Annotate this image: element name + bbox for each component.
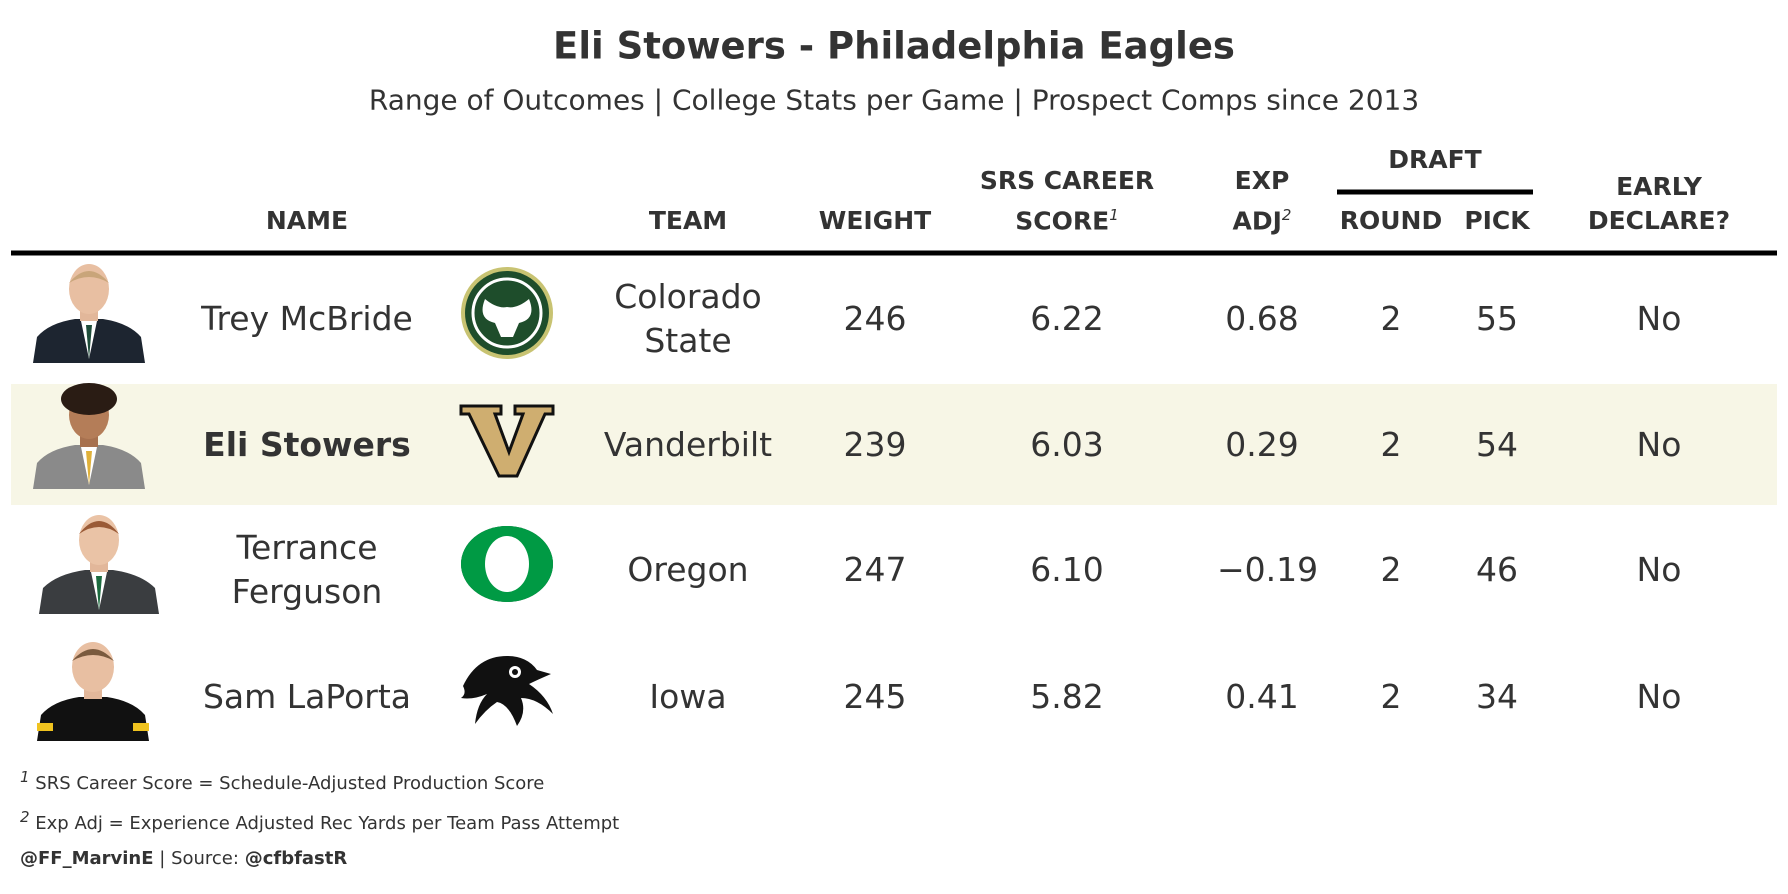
table-cell: 0.41 (1225, 677, 1299, 716)
team-logo (459, 404, 555, 478)
table-cell: No (1636, 677, 1682, 716)
table-cell: 55 (1476, 299, 1518, 338)
player-photo (37, 642, 149, 741)
footnote-text: Exp Adj = Experience Adjusted Rec Yards … (35, 813, 620, 834)
column-header: TEAM (593, 204, 783, 238)
player-photo (39, 515, 159, 614)
table-cell: No (1636, 550, 1682, 589)
header-label: PICK (1464, 206, 1530, 235)
table-cell: No (1636, 299, 1682, 338)
footnote: 1 SRS Career Score = Schedule-Adjusted P… (20, 768, 544, 794)
table-cell: 6.22 (1030, 299, 1104, 338)
table-cell: 0.68 (1225, 299, 1299, 338)
source: @cfbfastR (244, 848, 348, 869)
team-logo (461, 526, 553, 602)
title: Eli Stowers - Philadelphia Eagles (553, 24, 1235, 68)
column-header: EARLY DECLARE? (1569, 170, 1749, 238)
table-cell: 2 (1380, 425, 1402, 464)
column-header: SRS CAREER SCORE1 (962, 164, 1172, 238)
table-cell: −0.19 (1217, 550, 1319, 589)
table-cell: Iowa (649, 677, 727, 716)
source-label: Source: (171, 848, 239, 869)
header-label: ROUND (1339, 206, 1443, 235)
table-cell: 2 (1380, 677, 1402, 716)
player-photo (33, 383, 145, 489)
column-group: DRAFT (1388, 145, 1482, 174)
column-header: NAME (177, 204, 437, 238)
column-header: ROUND (1331, 204, 1451, 238)
table-cell: 46 (1476, 550, 1518, 589)
table-cell: Vanderbilt (603, 425, 773, 464)
footnote-marker: 2 (20, 808, 30, 826)
header-label: SRS CAREER SCORE (979, 165, 1155, 235)
header-label: EARLY DECLARE? (1587, 172, 1731, 235)
table-cell: Oregon (627, 550, 749, 589)
header-note: 1 (1109, 205, 1119, 224)
header-label: TEAM (648, 206, 728, 235)
table-cell: Trey McBride (201, 299, 413, 338)
table-cell: Colorado State (614, 277, 762, 360)
table-cell: 246 (843, 299, 907, 338)
table-cell: 245 (843, 677, 907, 716)
highlight-row (11, 384, 1777, 505)
handle: @FF_MarvinE (20, 848, 154, 869)
header-label: WEIGHT (818, 206, 932, 235)
footnote-marker: 1 (20, 768, 30, 786)
player-photo (33, 264, 145, 363)
footnote: 2 Exp Adj = Experience Adjusted Rec Yard… (20, 808, 619, 834)
header-label: NAME (265, 206, 349, 235)
table-cell: 5.82 (1030, 677, 1104, 716)
footnote-text: SRS Career Score = Schedule-Adjusted Pro… (35, 773, 545, 794)
team-logo (461, 656, 553, 726)
table-cell: 6.03 (1030, 425, 1104, 464)
column-header: EXP ADJ2 (1217, 164, 1307, 238)
header-note: 2 (1281, 205, 1292, 224)
column-header: PICK (1452, 204, 1542, 238)
header-label: EXP ADJ (1232, 165, 1290, 235)
team-logo (461, 267, 553, 359)
subtitle: Range of Outcomes | College Stats per Ga… (368, 83, 1420, 117)
table-cell: 239 (843, 425, 907, 464)
table-cell: 34 (1476, 677, 1518, 716)
table-cell: Sam LaPorta (202, 677, 412, 716)
column-header: WEIGHT (805, 204, 945, 238)
table-cell: Eli Stowers (203, 425, 411, 464)
table-cell: 54 (1476, 425, 1518, 464)
table-cell: 247 (843, 550, 907, 589)
credit: @FF_MarvinE | Source: @cfbfastR (20, 848, 348, 869)
table-cell: Terrance Ferguson (231, 528, 383, 611)
table-cell: No (1636, 425, 1682, 464)
table-cell: 0.29 (1225, 425, 1299, 464)
table-cell: 2 (1380, 299, 1402, 338)
table-cell: 2 (1380, 550, 1402, 589)
table-cell: 6.10 (1030, 550, 1104, 589)
